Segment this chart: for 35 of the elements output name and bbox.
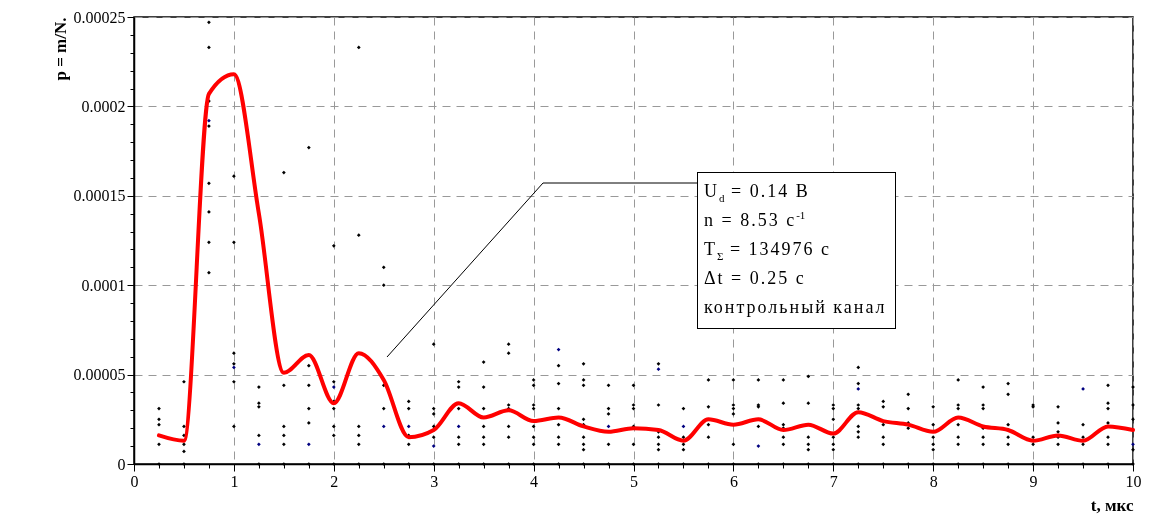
point (756, 444, 761, 448)
x-tick-label: 10 (1125, 472, 1142, 490)
x-tick-label: 5 (630, 472, 638, 490)
x-tick-label: 8 (929, 472, 938, 490)
y-tick-label: 0.0002 (81, 97, 126, 115)
point (207, 118, 211, 123)
x-tick-label: 2 (330, 472, 339, 490)
x-tick-label: 4 (530, 472, 539, 490)
x-tick-label: 0 (130, 472, 139, 490)
annotation: контрольный канал (704, 296, 887, 319)
x-tick-label: 9 (1029, 472, 1038, 490)
annotation: Δt = 0.25 с (704, 267, 807, 290)
point (431, 444, 436, 448)
annotation: T$_{Σ}$ = 134976 с (704, 238, 833, 264)
annotation: n = 8.53 с$^{-1}$ (704, 208, 807, 232)
point (306, 442, 311, 447)
point (406, 424, 411, 429)
point (1131, 442, 1135, 447)
y-tick-label: 0 (117, 455, 126, 473)
point (257, 442, 261, 447)
y-tick-label: 0.0001 (81, 276, 126, 294)
x-tick-label: 3 (430, 472, 439, 490)
x-tick-label: 7 (829, 472, 838, 490)
point (232, 365, 236, 370)
x-axis-title: t, мкс (1090, 495, 1134, 515)
point (856, 387, 861, 391)
x-tick-label: 6 (729, 472, 738, 490)
y-tick-label: 0.00005 (73, 366, 126, 384)
point (381, 424, 386, 429)
y-axis-title: p = m/N. (50, 17, 70, 81)
x-tick-label: 1 (230, 472, 239, 490)
y-tick-label: 0.00015 (73, 187, 126, 205)
point (656, 367, 661, 372)
y-tick-label: 0.00025 (73, 8, 126, 26)
annotation: U$_{d}$ = 0.14 В (704, 180, 811, 206)
